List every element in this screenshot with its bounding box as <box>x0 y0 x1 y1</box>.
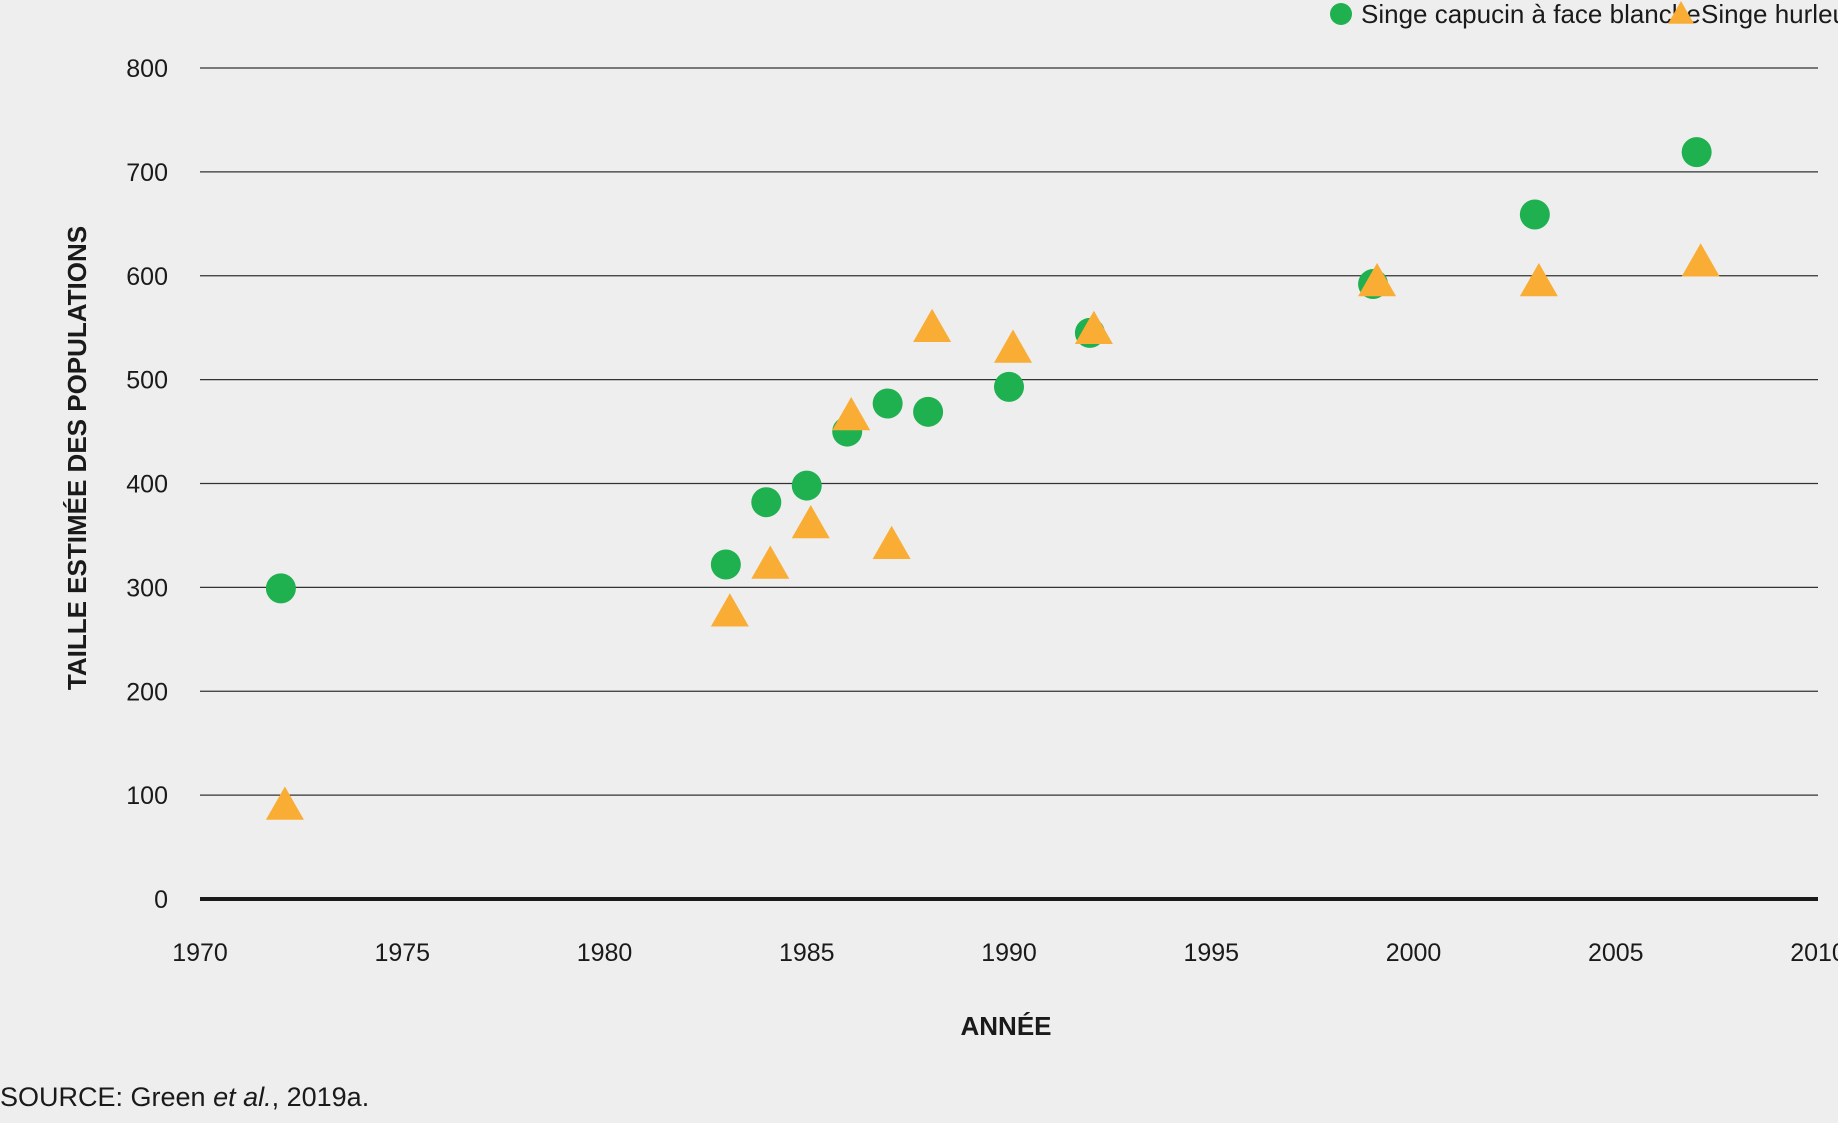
data-point-circle <box>1519 199 1550 230</box>
data-point-triangle <box>791 505 830 539</box>
source-prefix: SOURCE: Green <box>0 1082 214 1112</box>
x-tick-label: 1995 <box>1183 939 1239 967</box>
data-point-triangle <box>872 525 911 560</box>
y-tick-label: 300 <box>126 574 168 602</box>
x-tick-label: 2005 <box>1588 939 1644 967</box>
series-layer <box>265 137 1720 820</box>
legend-marker-triangle <box>1668 1 1694 24</box>
data-point-circle <box>791 470 822 501</box>
legend-label-capucin: Singe capucin à face blanche <box>1361 0 1701 29</box>
x-tick-label: 1980 <box>577 939 633 967</box>
series-hurleur <box>265 243 1720 820</box>
data-point-circle <box>994 371 1024 402</box>
data-point-triangle <box>1358 262 1397 297</box>
y-tick-label: 700 <box>126 159 168 187</box>
data-point-circle <box>872 388 903 419</box>
y-tick-label: 400 <box>126 471 168 499</box>
data-point-triangle <box>265 786 304 820</box>
source-note: SOURCE: Green et al., 2019a. <box>0 1082 369 1113</box>
series-capucin <box>265 137 1712 604</box>
data-point-triangle <box>994 329 1032 363</box>
data-point-circle <box>913 396 944 427</box>
y-tick-label: 500 <box>126 367 168 395</box>
data-point-circle <box>265 573 296 604</box>
y-tick-label: 800 <box>126 55 168 83</box>
y-axis-title: TAILLE ESTIMÉE DES POPULATIONS <box>62 226 92 690</box>
data-point-circle <box>1681 137 1712 168</box>
data-point-triangle <box>1074 310 1113 345</box>
x-tick-label: 1975 <box>374 939 430 967</box>
data-point-triangle <box>1519 262 1558 297</box>
data-point-triangle <box>1681 243 1720 277</box>
x-tick-label: 2000 <box>1386 939 1442 967</box>
grid-layer <box>200 67 1818 901</box>
y-tick-label: 200 <box>126 678 168 706</box>
x-tick-label: 1985 <box>779 939 835 967</box>
data-point-circle <box>710 549 741 580</box>
data-point-triangle <box>832 396 871 431</box>
x-tick-label: 1970 <box>172 939 228 967</box>
x-tick-label: 2010 <box>1790 939 1838 967</box>
x-tick-label: 1990 <box>981 939 1037 967</box>
y-tick-label: 600 <box>126 263 168 291</box>
data-point-triangle <box>751 545 790 579</box>
data-point-circle <box>751 487 782 518</box>
source-authors-italic: et al. <box>213 1082 272 1112</box>
source-suffix: , 2019a. <box>271 1082 370 1112</box>
axis-layer: 0 100 200 300 400 500 600 700 800 1970 1975 1980 198… <box>126 55 1838 967</box>
y-tick-label: 0 <box>154 886 168 914</box>
data-point-triangle <box>710 593 749 627</box>
y-tick-label: 100 <box>126 782 168 810</box>
legend-label-hurleur: Singe hurleur <box>1701 0 1838 29</box>
legend-marker-circle <box>1330 3 1352 25</box>
x-axis-title: ANNÉE <box>960 1011 1051 1041</box>
data-point-triangle <box>913 308 952 342</box>
